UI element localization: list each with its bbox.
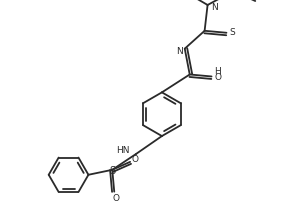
Text: N: N (212, 3, 218, 12)
Text: O: O (113, 194, 120, 203)
Text: N: N (176, 47, 183, 56)
Text: H: H (214, 67, 221, 76)
Text: S: S (229, 28, 235, 37)
Text: O: O (132, 155, 139, 164)
Text: HN: HN (116, 146, 129, 155)
Text: S: S (109, 166, 115, 176)
Text: O: O (214, 73, 221, 82)
